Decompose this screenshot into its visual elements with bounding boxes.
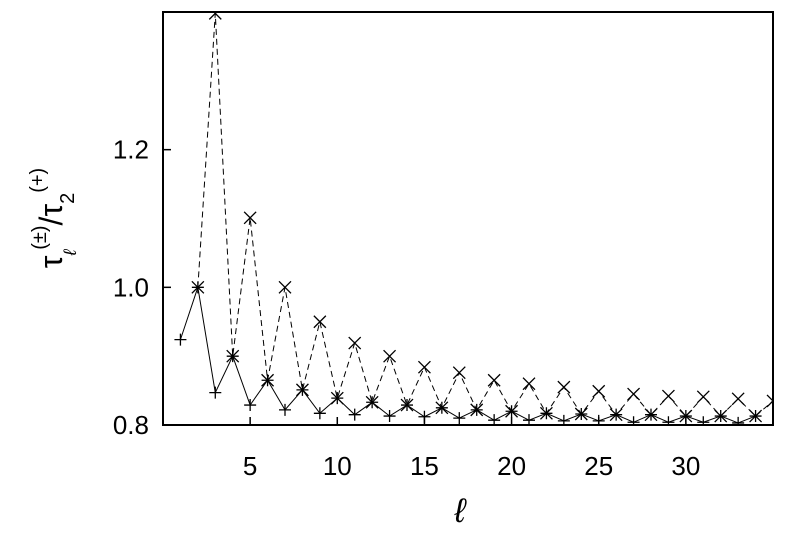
data-point — [279, 403, 291, 416]
x-tick-label: 30 — [671, 451, 700, 481]
data-point — [766, 394, 773, 408]
y-tick-label: 1.2 — [113, 135, 149, 165]
data-point — [696, 390, 710, 404]
data-point — [644, 408, 658, 422]
y-label-part: 2 — [57, 193, 79, 204]
data-point — [400, 398, 414, 412]
data-point — [313, 407, 326, 420]
data-point — [330, 391, 344, 405]
data-point — [383, 349, 397, 363]
data-point — [714, 409, 728, 423]
data-point — [505, 404, 519, 418]
data-point — [208, 12, 222, 20]
x-tick-label: 10 — [323, 451, 352, 481]
data-point — [557, 380, 571, 394]
data-point — [697, 416, 710, 425]
data-point — [453, 412, 466, 425]
data-point — [295, 383, 309, 397]
data-point — [174, 333, 187, 346]
data-point — [522, 377, 536, 391]
data-point — [244, 399, 257, 412]
series-line — [179, 287, 756, 424]
x-tick-label: 25 — [584, 451, 613, 481]
data-point — [243, 211, 257, 225]
y-axis-label: τℓ (±)/τ2 (+) — [27, 168, 80, 268]
y-label-part: /τ — [33, 204, 69, 226]
y-tick-label: 1.0 — [113, 272, 149, 302]
x-tick-label: 15 — [410, 451, 439, 481]
plot-frame — [162, 11, 774, 426]
y-label-part: (±) — [29, 225, 51, 249]
data-point — [732, 416, 745, 425]
data-point — [348, 336, 362, 350]
data-point — [383, 410, 396, 423]
x-tick-label: 5 — [243, 451, 257, 481]
data-point — [661, 389, 675, 403]
data-point — [731, 392, 745, 406]
x-axis-label: ℓ — [454, 492, 468, 530]
data-point — [365, 395, 379, 409]
data-point — [574, 407, 588, 421]
data-point — [627, 416, 640, 425]
data-point — [435, 401, 449, 415]
data-point — [278, 280, 292, 294]
plot-area — [174, 12, 773, 425]
y-label-part: τ — [33, 255, 69, 268]
data-point — [261, 373, 275, 387]
data-point — [679, 409, 693, 423]
data-point — [662, 416, 675, 425]
y-tick-label: 0.8 — [113, 410, 149, 440]
data-point — [609, 408, 623, 422]
data-point — [226, 349, 240, 363]
data-point — [592, 384, 606, 398]
series-line — [197, 13, 773, 417]
data-point — [313, 315, 327, 329]
data-point — [417, 360, 431, 374]
data-point — [627, 387, 641, 401]
data-point — [209, 386, 222, 399]
data-point — [487, 373, 501, 387]
y-label-part: ℓ — [60, 249, 80, 257]
data-point — [539, 406, 553, 420]
x-tick-label: 20 — [497, 451, 526, 481]
data-point — [452, 366, 466, 380]
y-label-part: (+) — [27, 168, 49, 193]
data-point — [470, 403, 484, 417]
data-point — [191, 280, 205, 294]
data-point — [749, 409, 763, 423]
data-point — [348, 408, 361, 421]
